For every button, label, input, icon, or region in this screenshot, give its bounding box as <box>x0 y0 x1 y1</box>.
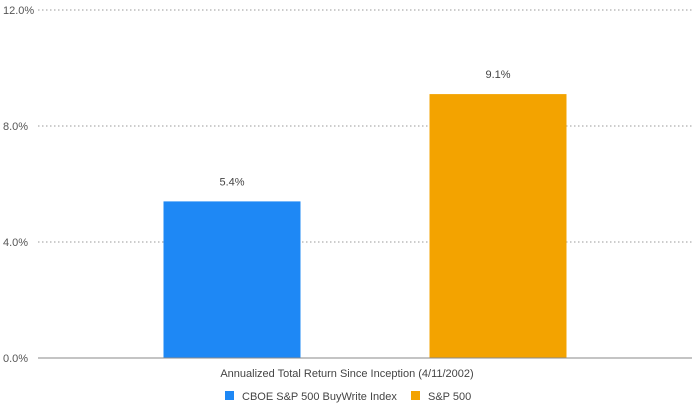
gridlines <box>38 9 692 243</box>
legend-label: S&P 500 <box>428 391 471 403</box>
data-labels: 5.4% 9.1% <box>219 69 510 188</box>
y-tick-label: 4.0% <box>3 237 28 249</box>
y-tick-label: 12.0% <box>3 5 34 17</box>
data-label: 5.4% <box>219 176 244 188</box>
legend-label: CBOE S&P 500 BuyWrite Index <box>242 391 397 403</box>
bar-sp500 <box>429 94 567 358</box>
y-tick-label: 0.0% <box>3 353 28 365</box>
legend: CBOE S&P 500 BuyWrite Index S&P 500 <box>225 391 471 403</box>
data-label: 9.1% <box>485 69 510 81</box>
bar-buywrite <box>163 201 301 358</box>
y-tick-label: 8.0% <box>3 121 28 133</box>
legend-swatch <box>411 391 420 400</box>
bars <box>163 94 567 358</box>
y-axis-tick-labels: 0.0% 4.0% 8.0% 12.0% <box>3 5 34 365</box>
legend-swatch <box>225 391 234 400</box>
category-label: Annualized Total Return Since Inception … <box>220 368 473 380</box>
